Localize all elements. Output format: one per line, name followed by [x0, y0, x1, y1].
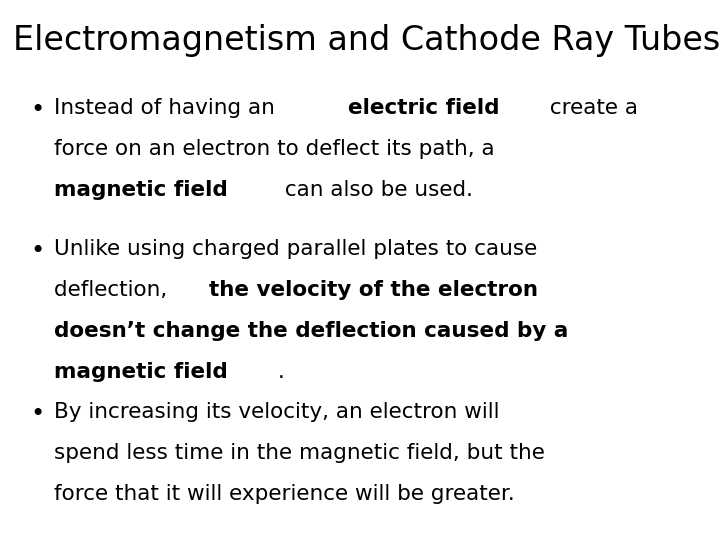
- Text: force on an electron to deflect its path, a: force on an electron to deflect its path…: [54, 139, 495, 159]
- Text: create a: create a: [544, 98, 639, 118]
- Text: deflection,: deflection,: [54, 280, 174, 300]
- Text: the velocity of the electron: the velocity of the electron: [209, 280, 538, 300]
- Text: •: •: [30, 98, 45, 122]
- Text: spend less time in the magnetic field, but the: spend less time in the magnetic field, b…: [54, 443, 545, 463]
- Text: doesn’t change the deflection caused by a: doesn’t change the deflection caused by …: [54, 321, 568, 341]
- Text: magnetic field: magnetic field: [54, 362, 228, 382]
- Text: •: •: [30, 239, 45, 262]
- Text: magnetic field: magnetic field: [54, 180, 228, 200]
- Text: force that it will experience will be greater.: force that it will experience will be gr…: [54, 484, 515, 504]
- Text: can also be used.: can also be used.: [278, 180, 473, 200]
- Text: .: .: [278, 362, 285, 382]
- Text: By increasing its velocity, an electron will: By increasing its velocity, an electron …: [54, 402, 500, 422]
- Text: Electromagnetism and Cathode Ray Tubes: Electromagnetism and Cathode Ray Tubes: [13, 24, 720, 57]
- Text: •: •: [30, 402, 45, 426]
- Text: electric field: electric field: [348, 98, 500, 118]
- Text: Unlike using charged parallel plates to cause: Unlike using charged parallel plates to …: [54, 239, 537, 259]
- Text: Instead of having an: Instead of having an: [54, 98, 282, 118]
